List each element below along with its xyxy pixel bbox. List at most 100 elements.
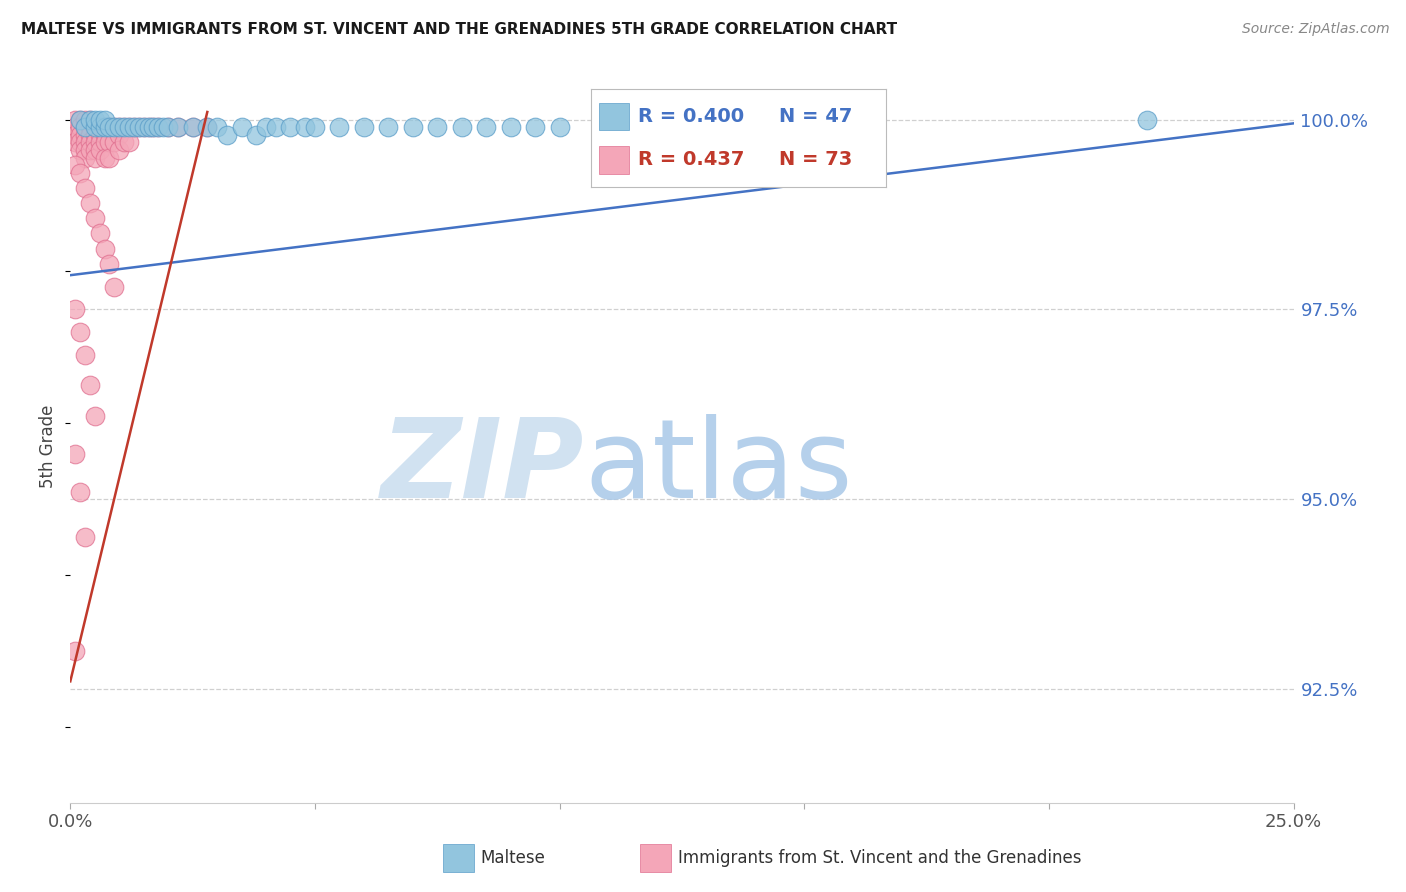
- Text: Immigrants from St. Vincent and the Grenadines: Immigrants from St. Vincent and the Gren…: [678, 849, 1081, 867]
- Point: [118, 120, 141, 135]
- Point: [83, 143, 105, 157]
- Text: Maltese: Maltese: [481, 849, 546, 867]
- Point: [103, 279, 125, 293]
- Point: [195, 120, 218, 135]
- Point: [328, 120, 350, 135]
- Point: [138, 120, 160, 135]
- Point: [79, 378, 101, 392]
- Point: [524, 120, 547, 135]
- Point: [103, 120, 125, 135]
- Point: [83, 211, 105, 226]
- Point: [89, 112, 111, 127]
- Point: [128, 120, 150, 135]
- Point: [69, 128, 91, 142]
- Point: [73, 530, 96, 544]
- Point: [73, 120, 96, 135]
- Point: [280, 120, 302, 135]
- Point: [450, 120, 472, 135]
- Point: [138, 120, 160, 135]
- Point: [181, 120, 204, 135]
- Point: [377, 120, 399, 135]
- Point: [148, 120, 170, 135]
- Point: [167, 120, 190, 135]
- FancyBboxPatch shape: [599, 146, 628, 174]
- Point: [108, 120, 131, 135]
- Point: [98, 120, 121, 135]
- Point: [83, 409, 105, 423]
- Point: [73, 128, 96, 142]
- Point: [132, 120, 155, 135]
- Point: [112, 120, 135, 135]
- Point: [426, 120, 449, 135]
- Point: [83, 128, 105, 142]
- Point: [132, 120, 155, 135]
- Point: [93, 128, 115, 142]
- Point: [122, 120, 145, 135]
- Point: [475, 120, 498, 135]
- Point: [122, 120, 145, 135]
- Point: [73, 112, 96, 127]
- Point: [98, 136, 121, 150]
- Point: [103, 120, 125, 135]
- Text: ZIP: ZIP: [381, 414, 583, 521]
- Point: [79, 136, 101, 150]
- Point: [69, 166, 91, 180]
- Point: [264, 120, 287, 135]
- Point: [108, 120, 131, 135]
- Point: [108, 128, 131, 142]
- Point: [195, 120, 218, 135]
- Point: [215, 128, 238, 142]
- Point: [93, 120, 115, 135]
- Text: Source: ZipAtlas.com: Source: ZipAtlas.com: [1241, 22, 1389, 37]
- Point: [152, 120, 174, 135]
- Point: [69, 120, 91, 135]
- Point: [157, 120, 180, 135]
- Point: [93, 136, 115, 150]
- Point: [499, 120, 522, 135]
- Point: [112, 120, 135, 135]
- Point: [69, 143, 91, 157]
- Point: [79, 112, 101, 127]
- Point: [73, 143, 96, 157]
- Point: [83, 136, 105, 150]
- Point: [89, 227, 111, 241]
- Point: [98, 120, 121, 135]
- Point: [103, 136, 125, 150]
- Point: [93, 112, 115, 127]
- Point: [647, 120, 669, 135]
- FancyBboxPatch shape: [599, 103, 628, 130]
- Point: [73, 348, 96, 362]
- Point: [69, 112, 91, 127]
- Point: [73, 136, 96, 150]
- Point: [142, 120, 165, 135]
- Point: [73, 151, 96, 165]
- Point: [63, 158, 86, 172]
- Point: [181, 120, 204, 135]
- Text: N = 47: N = 47: [779, 107, 853, 126]
- Point: [69, 484, 91, 499]
- Point: [304, 120, 326, 135]
- Point: [89, 120, 111, 135]
- Text: atlas: atlas: [583, 414, 852, 521]
- Point: [69, 136, 91, 150]
- Point: [63, 120, 86, 135]
- Point: [93, 242, 115, 256]
- Point: [73, 181, 96, 195]
- Point: [205, 120, 228, 135]
- Point: [63, 644, 86, 658]
- Point: [167, 120, 190, 135]
- Point: [98, 151, 121, 165]
- Point: [73, 120, 96, 135]
- Point: [112, 136, 135, 150]
- Point: [63, 302, 86, 317]
- Point: [108, 143, 131, 157]
- Point: [548, 120, 571, 135]
- Text: N = 73: N = 73: [779, 151, 852, 169]
- Point: [63, 128, 86, 142]
- Point: [89, 128, 111, 142]
- Point: [98, 257, 121, 271]
- Point: [83, 112, 105, 127]
- Text: MALTESE VS IMMIGRANTS FROM ST. VINCENT AND THE GRENADINES 5TH GRADE CORRELATION : MALTESE VS IMMIGRANTS FROM ST. VINCENT A…: [21, 22, 897, 37]
- Point: [63, 447, 86, 461]
- Text: R = 0.400: R = 0.400: [638, 107, 744, 126]
